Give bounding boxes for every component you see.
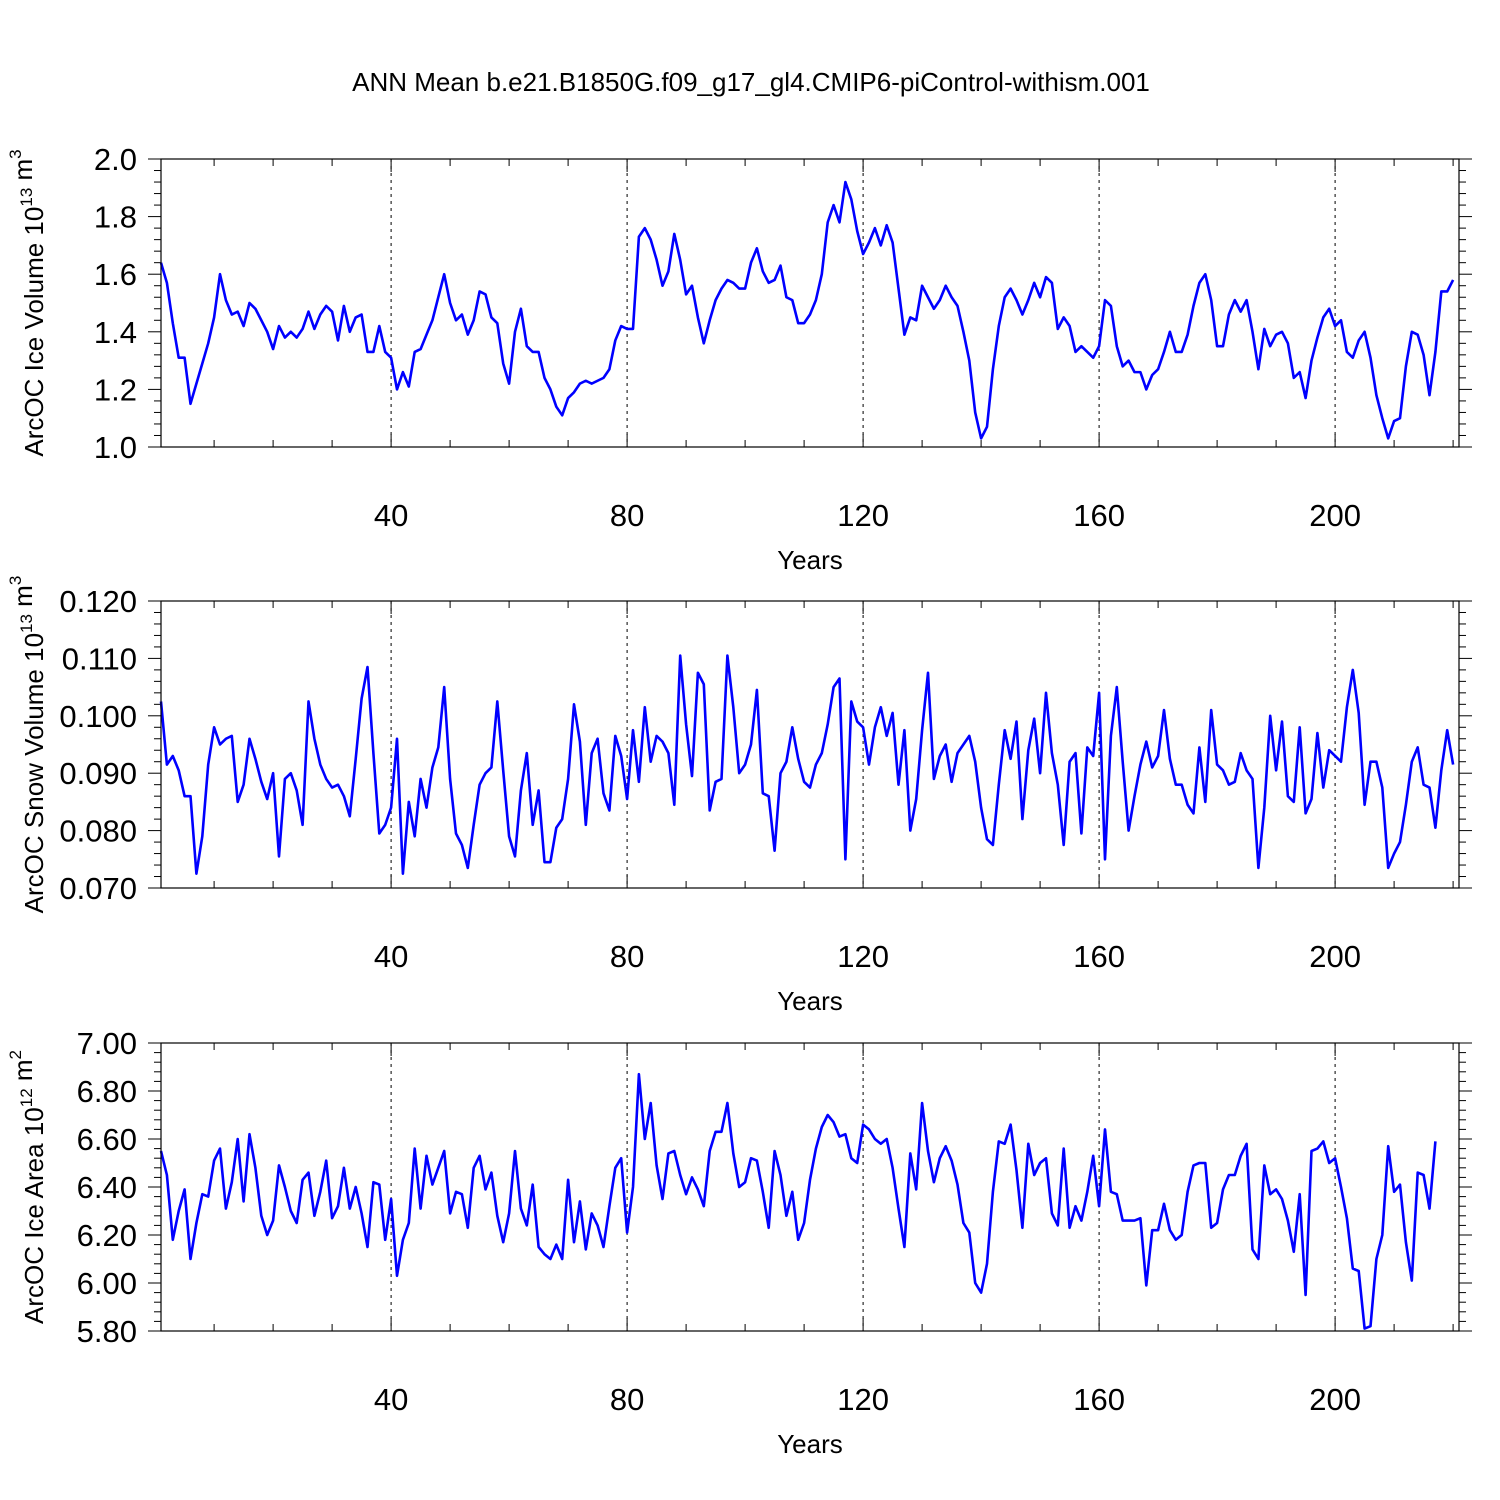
x-tick-label: 120 <box>837 939 889 974</box>
y-tick-label: 6.20 <box>77 1218 137 1253</box>
data-series-line <box>159 1072 1437 1330</box>
y-tick-label: 1.4 <box>94 315 137 350</box>
y-axis-label-part: m <box>8 1059 38 1088</box>
y-axis-label-part: m <box>8 159 38 188</box>
x-tick-label: 80 <box>610 1382 644 1417</box>
y-tick-label: 1.8 <box>94 200 137 235</box>
x-axis-label: Years <box>777 1429 843 1459</box>
chart-panel-ice-volume: 1.0 1.2 1.4 1.6 1.8 2.0 40 80 120 160 200 Years ArcO… <box>6 142 1472 575</box>
plot-frame <box>160 158 1460 448</box>
panels: 1.0 1.2 1.4 1.6 1.8 2.0 40 80 120 160 200 Years ArcO… <box>6 142 1472 1459</box>
x-tick-label: 160 <box>1073 498 1125 533</box>
chart-panel-snow-volume: 0.070 0.080 0.090 0.100 0.110 0.120 40 80 120 160… <box>6 576 1472 1016</box>
y-tick-label: 6.60 <box>77 1122 137 1157</box>
y-axis-label-superscript: 3 <box>6 576 25 585</box>
y-tick-label: 6.40 <box>77 1170 137 1205</box>
y-tick-label: 0.120 <box>59 584 137 619</box>
x-axis-label: Years <box>777 545 843 575</box>
x-tick-label: 40 <box>374 498 408 533</box>
x-tick-label: 200 <box>1309 498 1361 533</box>
data-series-line <box>159 654 1455 875</box>
y-tick-label: 1.6 <box>94 257 137 292</box>
y-axis-label-part: m <box>8 585 38 614</box>
y-tick-label: 1.2 <box>94 372 137 407</box>
x-axis-label: Years <box>777 986 843 1016</box>
y-axis-label: ArcOC Ice Area 1012 m2 <box>6 1050 49 1324</box>
chart-panel-ice-area: 5.80 6.00 6.20 6.40 6.60 6.80 7.00 40 80 120 160 20… <box>6 1026 1472 1459</box>
y-tick-label: 2.0 <box>94 142 137 177</box>
y-axis-label-superscript: 13 <box>17 188 36 207</box>
figure-title: ANN Mean b.e21.B1850G.f09_g17_gl4.CMIP6-… <box>352 67 1150 97</box>
y-axis-label-superscript: 12 <box>17 1088 36 1107</box>
x-tick-label: 200 <box>1309 1382 1361 1417</box>
x-tick-label: 160 <box>1073 1382 1125 1417</box>
y-tick-label: 6.00 <box>77 1266 137 1301</box>
y-tick-label: 1.0 <box>94 430 137 465</box>
y-tick-label: 5.80 <box>77 1314 137 1349</box>
y-tick-label: 0.080 <box>59 814 137 849</box>
plot-frame <box>160 600 1460 889</box>
y-tick-label: 0.070 <box>59 871 137 906</box>
x-tick-label: 200 <box>1309 939 1361 974</box>
x-tick-label: 80 <box>610 498 644 533</box>
x-tick-label: 120 <box>837 1382 889 1417</box>
y-tick-label: 0.090 <box>59 756 137 791</box>
y-axis-label-superscript: 2 <box>6 1050 25 1059</box>
plot-frame <box>160 1042 1460 1332</box>
y-axis-label-superscript: 13 <box>17 614 36 633</box>
x-tick-label: 40 <box>374 939 408 974</box>
x-tick-label: 120 <box>837 498 889 533</box>
y-axis-label-part: ArcOC Ice Volume 10 <box>19 207 49 457</box>
x-tick-label: 80 <box>610 939 644 974</box>
data-series-line <box>159 180 1455 440</box>
y-tick-label: 7.00 <box>77 1026 137 1061</box>
y-tick-label: 6.80 <box>77 1074 137 1109</box>
y-tick-label: 0.110 <box>62 641 137 676</box>
x-tick-label: 160 <box>1073 939 1125 974</box>
y-axis-label: ArcOC Ice Volume 1013 m3 <box>6 149 49 456</box>
y-axis-label-superscript: 3 <box>6 149 25 158</box>
x-tick-label: 40 <box>374 1382 408 1417</box>
y-axis-label-part: ArcOC Ice Area 10 <box>19 1107 49 1324</box>
y-tick-label: 0.100 <box>59 699 137 734</box>
y-axis-label-part: ArcOC Snow Volume 10 <box>19 633 49 913</box>
y-axis-label: ArcOC Snow Volume 1013 m3 <box>6 576 49 914</box>
